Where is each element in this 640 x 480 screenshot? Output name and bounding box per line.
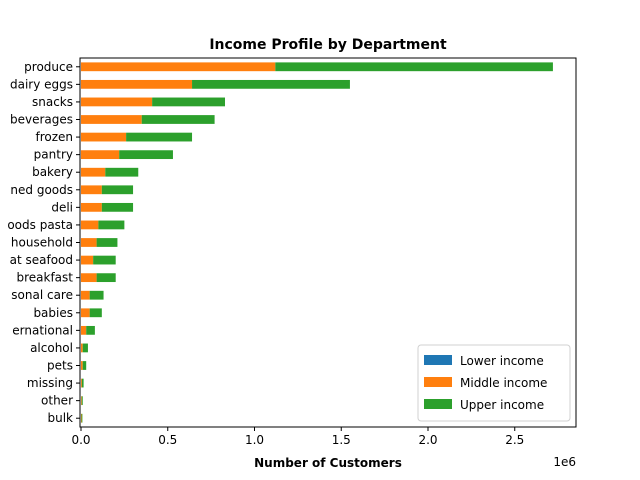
bar-snacks-series-1 [81, 97, 153, 107]
bar-dry-goods-pasta-series-2 [98, 220, 125, 230]
bar-breakfast-series-1 [81, 273, 97, 283]
y-tick-label: ned goods [10, 183, 73, 197]
legend-swatch [424, 399, 452, 409]
chart-title: Income Profile by Department [209, 37, 447, 53]
y-tick-label: pets [47, 359, 73, 373]
y-tick-label: deli [51, 200, 73, 214]
bar-meat-seafood-series-2 [93, 255, 116, 265]
bar-dairy-eggs-series-2 [192, 79, 350, 89]
y-tick-label: sonal care [11, 288, 73, 302]
x-tick-label: 2.5 [505, 433, 524, 447]
bar-beverages-series-1 [81, 115, 142, 124]
legend-label: Lower income [460, 354, 544, 368]
bar-household-series-2 [96, 238, 118, 247]
legend-label: Upper income [460, 398, 544, 412]
bar-international-series-2 [86, 325, 95, 335]
x-tick-label: 1.0 [245, 433, 264, 447]
bar-missing-series-1 [81, 378, 82, 388]
legend-label: Middle income [460, 376, 547, 390]
x-tick-label: 0.0 [71, 433, 90, 447]
y-tick-label: household [11, 236, 73, 250]
bar-snacks-series-2 [152, 97, 226, 107]
bar-frozen-series-1 [81, 132, 127, 142]
bar-pantry-series-2 [119, 150, 173, 160]
y-tick-label: alcohol [30, 341, 73, 355]
y-tick-label: pantry [34, 148, 73, 162]
y-tick-label: snacks [32, 95, 73, 109]
legend-swatch [424, 355, 452, 365]
legend-swatch [424, 377, 452, 387]
x-tick-label: 0.5 [158, 433, 177, 447]
y-tick-label: at seafood [10, 253, 73, 267]
bar-meat-seafood-series-1 [81, 255, 94, 265]
y-tick-label: bakery [32, 165, 73, 179]
bar-bakery-series-2 [105, 167, 139, 177]
y-tick-label: breakfast [16, 271, 73, 285]
legend-box [417, 344, 571, 422]
y-tick-label: dairy eggs [10, 77, 73, 91]
bar-deli-series-1 [81, 202, 102, 212]
bar-household-series-1 [81, 238, 97, 247]
bar-pets-series-1 [81, 361, 83, 370]
plot-frame [79, 57, 577, 428]
x-axis-offset-label: 1e6 [553, 455, 576, 469]
bar-bulk-series-1 [81, 413, 82, 423]
bar-babies-series-1 [81, 308, 90, 318]
bar-bulk-series-2 [81, 413, 83, 423]
y-tick-label: frozen [35, 130, 73, 144]
x-axis-label: Number of Customers [254, 456, 402, 470]
x-tick-label: 2.0 [418, 433, 437, 447]
y-tick-label: babies [33, 306, 73, 320]
bar-dairy-eggs-series-1 [81, 79, 193, 89]
bar-beverages-series-2 [141, 115, 215, 124]
bar-pets-series-2 [82, 361, 87, 370]
bar-alcohol-series-2 [82, 343, 88, 353]
y-tick-label: missing [27, 376, 73, 390]
bar-canned-goods-series-1 [81, 185, 102, 195]
bar-pantry-series-1 [81, 150, 120, 160]
bar-other-series-2 [81, 396, 83, 406]
y-axis: produce dairy eggs snacks beverages frozen pa… [7, 60, 80, 425]
bar-babies-series-2 [89, 308, 102, 318]
bar-missing-series-2 [81, 378, 84, 388]
bars-layer [81, 62, 553, 423]
bar-alcohol-series-1 [81, 343, 83, 353]
x-axis: 0.0 0.5 1.0 1.5 2.0 2.5 [71, 427, 524, 447]
bar-international-series-1 [81, 325, 87, 335]
bar-frozen-series-2 [126, 132, 193, 142]
bar-personal-care-series-2 [89, 290, 104, 300]
bar-produce-series-2 [275, 62, 553, 72]
y-tick-label: oods pasta [7, 218, 73, 232]
y-tick-label: bulk [47, 411, 73, 425]
bar-produce-series-1 [81, 62, 276, 72]
y-tick-label: beverages [10, 113, 73, 127]
x-tick-label: 1.5 [332, 433, 351, 447]
bar-other-series-1 [81, 396, 82, 406]
bar-deli-series-2 [101, 202, 134, 212]
legend: Lower income Middle income Upper income [417, 344, 571, 422]
bar-dry-goods-pasta-series-1 [81, 220, 99, 230]
y-tick-label: other [41, 394, 73, 408]
bar-bakery-series-1 [81, 167, 106, 177]
y-tick-label: produce [24, 60, 73, 74]
y-tick-label: ernational [12, 323, 73, 337]
bar-personal-care-series-1 [81, 290, 90, 300]
bar-breakfast-series-2 [96, 273, 116, 283]
bar-canned-goods-series-2 [101, 185, 134, 195]
